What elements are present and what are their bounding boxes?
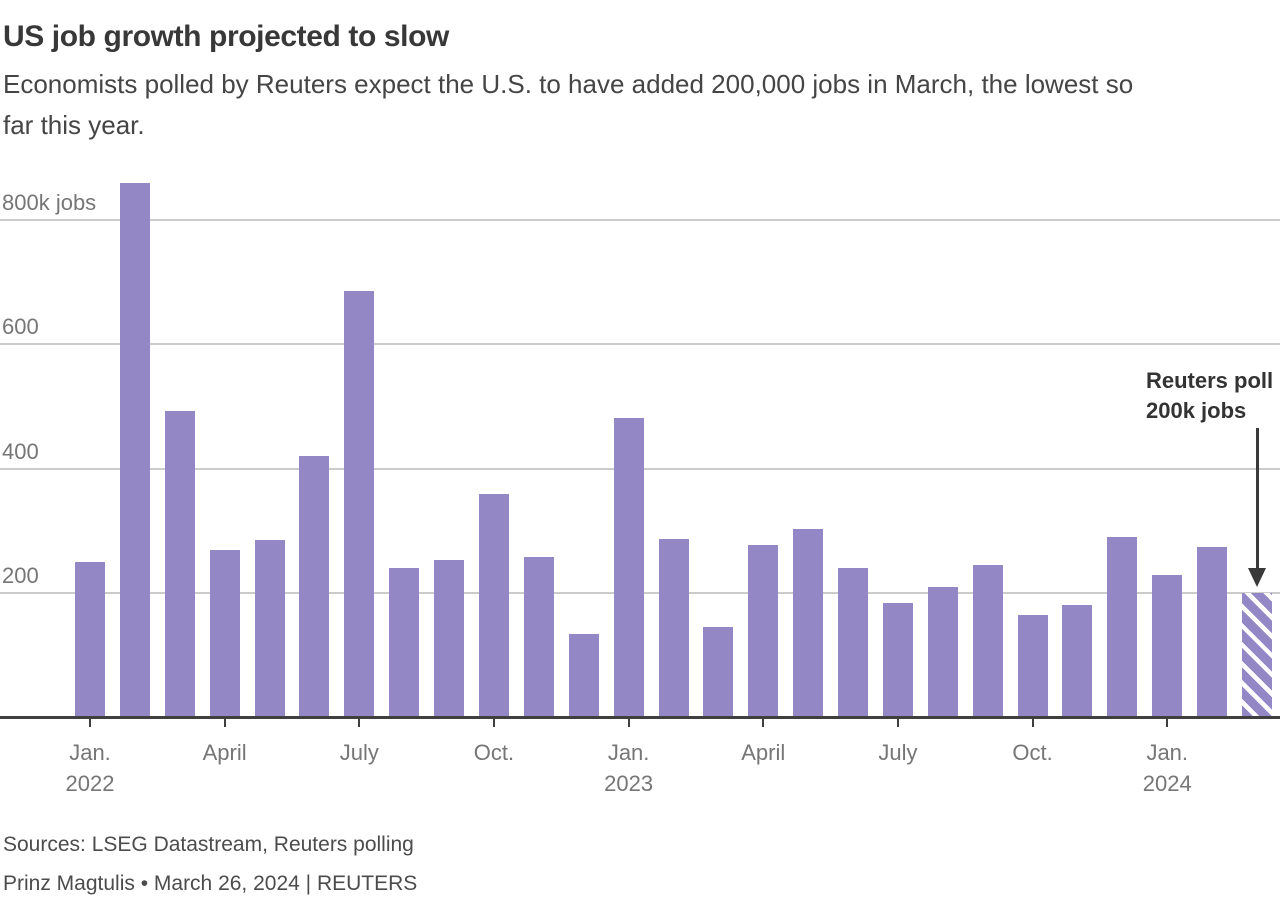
- annotation-arrow-head-icon: [1248, 568, 1266, 587]
- bar-dec-2023: [1107, 537, 1138, 718]
- x-axis-label-0: Jan. 2022: [65, 740, 115, 796]
- x-axis-tick-3: [223, 719, 226, 727]
- x-axis-tick-6: [358, 719, 361, 727]
- x-axis-tick-18: [896, 719, 899, 727]
- bar-dec-2022: [568, 633, 599, 718]
- footer-byline: Prinz Magtulis • March 26, 2024 | REUTER…: [3, 872, 418, 895]
- x-axis-tick-24: [1166, 719, 1169, 727]
- bar-jul-2022: [344, 290, 375, 718]
- bar-jun-2022: [299, 456, 330, 718]
- chart-subtitle: Economists polled by Reuters expect the …: [3, 69, 1134, 140]
- x-axis-tick-0: [89, 719, 91, 727]
- x-axis-tick-21: [1031, 719, 1034, 727]
- y-axis-label-600: 600: [2, 314, 39, 340]
- x-axis-label-21: Oct.: [1012, 740, 1053, 765]
- y-axis-label-400: 400: [2, 438, 39, 464]
- bar-aug-2023: [927, 587, 958, 718]
- gridline-800: [0, 218, 1280, 221]
- bar-jul-2023: [882, 603, 913, 718]
- bar-oct-2022: [478, 493, 509, 718]
- bar-nov-2023: [1062, 604, 1093, 718]
- bar-feb-2024: [1197, 546, 1228, 718]
- x-axis-label-18: July: [878, 740, 918, 765]
- bar-mar-2023: [703, 627, 734, 718]
- bar-apr-2023: [748, 544, 779, 718]
- bar-mar-2022: [164, 410, 195, 718]
- x-axis-label-3: April: [202, 740, 247, 765]
- bar-nov-2022: [523, 557, 554, 718]
- x-axis-label-24: Jan. 2024: [1142, 740, 1192, 796]
- bar-jan-2022: [75, 562, 105, 718]
- bar-apr-2022: [209, 549, 240, 718]
- x-axis-label-6: July: [339, 740, 379, 765]
- bar-feb-2023: [658, 539, 689, 718]
- x-axis-line: [0, 716, 1280, 719]
- bar-may-2023: [793, 529, 824, 718]
- x-axis-tick-15: [762, 719, 765, 727]
- page-title: US job growth projected to slow: [3, 20, 449, 53]
- bar-oct-2023: [1017, 615, 1048, 718]
- x-axis-tick-12: [627, 719, 630, 727]
- bar-jan-2024: [1152, 575, 1183, 718]
- annotation-arrow-line: [1256, 428, 1259, 569]
- gridline-600: [0, 343, 1280, 346]
- bar-may-2022: [254, 540, 285, 718]
- bar-aug-2022: [389, 568, 420, 718]
- x-axis-label-12: Jan. 2023: [604, 740, 654, 796]
- bar-jun-2023: [838, 568, 869, 718]
- annotation-reuters-poll: Reuters poll 200k jobs: [1146, 368, 1274, 423]
- x-axis-tick-9: [492, 719, 495, 727]
- bar-sep-2022: [434, 559, 465, 718]
- bar-jan-2023: [613, 417, 644, 718]
- y-axis-label-800: 800k jobs: [2, 189, 97, 215]
- footer-sources: Sources: LSEG Datastream, Reuters pollin…: [3, 833, 414, 856]
- bar-feb-2022: [119, 183, 150, 718]
- bar-mar-2024: [1242, 593, 1272, 718]
- x-axis-label-9: Oct.: [473, 740, 515, 765]
- bar-sep-2023: [972, 564, 1003, 718]
- x-axis-label-15: April: [741, 740, 786, 765]
- y-axis-label-200: 200: [2, 563, 39, 589]
